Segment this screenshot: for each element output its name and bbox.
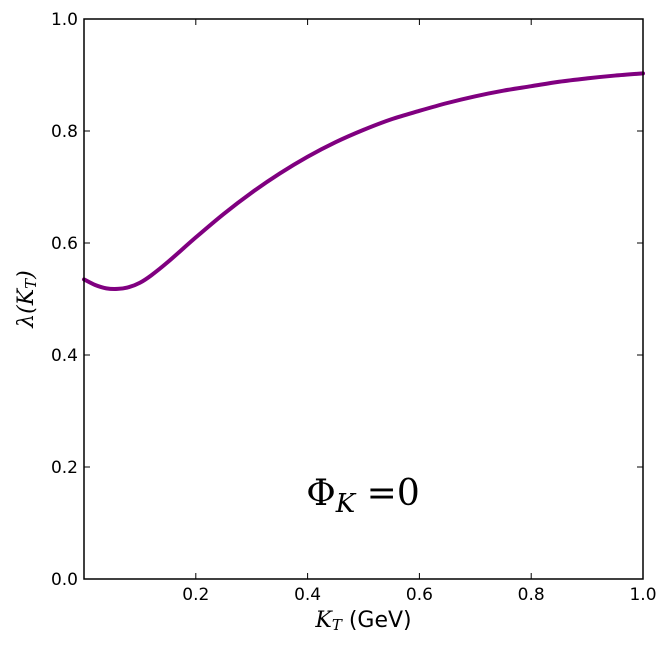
y-tick-label: 0.4 (51, 346, 78, 366)
plot-layer (82, 71, 645, 292)
x-tick-label: 1.0 (629, 585, 656, 605)
x-axis-symbol: K (314, 608, 333, 633)
annotation-text: =0 (355, 473, 420, 514)
x-tick-label: 0.2 (182, 585, 209, 605)
y-axis-suffix: ) (14, 270, 39, 280)
annotation-symbol: Φ (306, 473, 336, 514)
x-tick-label: 0.4 (294, 585, 321, 605)
y-tick-label: 0.0 (51, 570, 78, 590)
x-axis-unit: (GeV) (342, 608, 412, 633)
annotation-subscript: K (335, 489, 357, 519)
x-axis-label: KT (GeV) (314, 608, 411, 634)
y-tick-label: 0.6 (51, 234, 78, 254)
y-tick-label: 0.8 (51, 122, 78, 142)
y-axis-prefix: λ( (14, 305, 39, 329)
plot-frame (83, 18, 644, 580)
x-tick-label: 0.6 (406, 585, 433, 605)
phi-annotation: ΦK =0 (306, 473, 419, 519)
y-tick-label: 0.2 (51, 458, 78, 478)
tick-layer: 0.2 0.4 0.6 0.8 1.0 0.0 0.2 0.4 0.6 0.8 1.0 (51, 10, 657, 605)
x-tick-label: 0.8 (518, 585, 545, 605)
y-axis-subscript: T (22, 278, 40, 289)
y-tick-label: 1.0 (51, 10, 78, 30)
y-axis-symbol: K (14, 287, 39, 306)
series-line (82, 71, 645, 292)
x-axis-subscript: T (332, 616, 343, 634)
y-axis-label: λ(KT) (14, 270, 40, 329)
